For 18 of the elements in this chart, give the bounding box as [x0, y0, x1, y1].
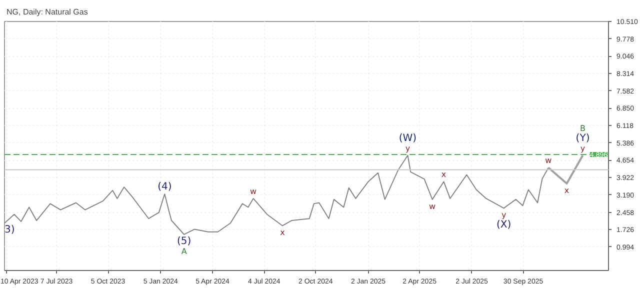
chart-title: NG, Daily: Natural Gas: [6, 8, 88, 16]
annotation: (X): [496, 220, 512, 231]
annotation: A: [181, 246, 188, 256]
annotation: w: [545, 156, 552, 166]
annotation: (Y): [576, 132, 590, 144]
annotation: 3): [4, 224, 15, 236]
annotation: y: [501, 210, 506, 220]
annotation: B: [580, 124, 586, 133]
annotation: (4): [158, 181, 172, 192]
annotation: x: [280, 228, 286, 238]
annotation: y: [580, 144, 586, 153]
annotation: y: [405, 144, 410, 153]
annotation: (5): [177, 236, 192, 247]
annotation: x: [564, 186, 570, 196]
annotation: w: [429, 202, 436, 211]
annotation: w: [250, 186, 258, 196]
annotation: (W): [398, 132, 417, 144]
annotation: x: [441, 170, 446, 180]
